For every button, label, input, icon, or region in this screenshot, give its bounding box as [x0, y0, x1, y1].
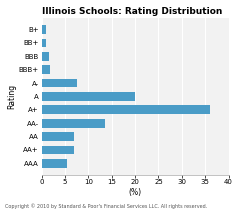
Text: Illinois Schools: Rating Distribution: Illinois Schools: Rating Distribution [42, 7, 222, 16]
Bar [42, 146, 74, 154]
X-axis label: (%): (%) [129, 188, 142, 197]
Bar [42, 105, 210, 114]
Bar [42, 132, 74, 141]
Bar [42, 92, 135, 101]
Bar [42, 25, 46, 34]
Bar [42, 79, 77, 87]
Y-axis label: Rating: Rating [7, 84, 16, 109]
Bar [42, 159, 67, 168]
Bar [42, 65, 50, 74]
Bar [42, 119, 105, 127]
Bar [42, 39, 46, 47]
Bar [42, 52, 49, 61]
Text: Copyright © 2010 by Standard & Poor's Financial Services LLC. All rights reserve: Copyright © 2010 by Standard & Poor's Fi… [5, 203, 207, 209]
